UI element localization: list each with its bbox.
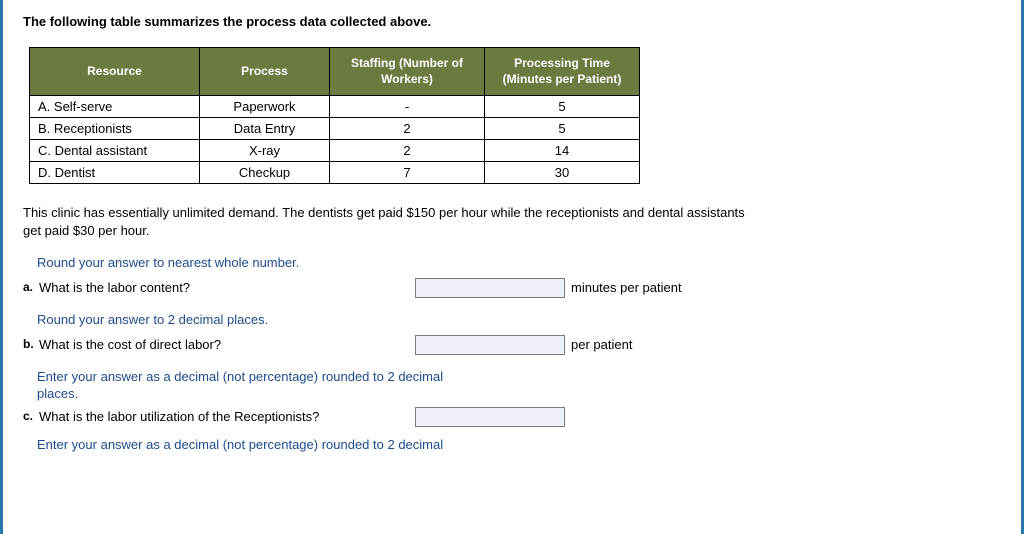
- table-row: C. Dental assistant X-ray 2 14: [30, 140, 640, 162]
- instruction-c: Enter your answer as a decimal (not perc…: [37, 369, 467, 403]
- content-frame: The following table summarizes the proce…: [0, 0, 1024, 534]
- instruction-trailing: Enter your answer as a decimal (not perc…: [37, 437, 467, 454]
- cell-staffing: -: [330, 96, 485, 118]
- answer-b-input[interactable]: [415, 335, 565, 355]
- table-header-row: Resource Process Staffing (Number of Wor…: [30, 48, 640, 96]
- table-row: A. Self-serve Paperwork - 5: [30, 96, 640, 118]
- cell-resource: D. Dentist: [30, 162, 200, 184]
- question-b-label: b.: [23, 335, 39, 351]
- cell-resource: B. Receptionists: [30, 118, 200, 140]
- question-c-label: c.: [23, 407, 39, 423]
- cell-time: 5: [485, 118, 640, 140]
- answer-c-input[interactable]: [415, 407, 565, 427]
- col-header-time: Processing Time (Minutes per Patient): [485, 48, 640, 96]
- cell-process: Paperwork: [200, 96, 330, 118]
- question-a-unit: minutes per patient: [571, 278, 682, 295]
- narrative-text: This clinic has essentially unlimited de…: [23, 204, 753, 239]
- cell-process: X-ray: [200, 140, 330, 162]
- cell-time: 30: [485, 162, 640, 184]
- cell-staffing: 2: [330, 140, 485, 162]
- process-data-table: Resource Process Staffing (Number of Wor…: [29, 47, 640, 184]
- cell-time: 14: [485, 140, 640, 162]
- question-a-label: a.: [23, 278, 39, 294]
- intro-heading: The following table summarizes the proce…: [23, 14, 1001, 29]
- col-header-staffing: Staffing (Number of Workers): [330, 48, 485, 96]
- cell-process: Data Entry: [200, 118, 330, 140]
- cell-process: Checkup: [200, 162, 330, 184]
- cell-resource: C. Dental assistant: [30, 140, 200, 162]
- question-a-row: a. What is the labor content? minutes pe…: [23, 278, 1001, 298]
- table-row: D. Dentist Checkup 7 30: [30, 162, 640, 184]
- question-c-row: c. What is the labor utilization of the …: [23, 407, 1001, 427]
- question-c-text: What is the labor utilization of the Rec…: [39, 407, 409, 426]
- instruction-a: Round your answer to nearest whole numbe…: [37, 255, 1001, 270]
- cell-resource: A. Self-serve: [30, 96, 200, 118]
- col-header-resource: Resource: [30, 48, 200, 96]
- cell-staffing: 2: [330, 118, 485, 140]
- question-b-text: What is the cost of direct labor?: [39, 335, 409, 354]
- cell-staffing: 7: [330, 162, 485, 184]
- question-b-row: b. What is the cost of direct labor? per…: [23, 335, 1001, 355]
- table-row: B. Receptionists Data Entry 2 5: [30, 118, 640, 140]
- question-a-text: What is the labor content?: [39, 278, 409, 297]
- question-b-unit: per patient: [571, 335, 632, 352]
- cell-time: 5: [485, 96, 640, 118]
- col-header-process: Process: [200, 48, 330, 96]
- answer-a-input[interactable]: [415, 278, 565, 298]
- instruction-b: Round your answer to 2 decimal places.: [37, 312, 1001, 327]
